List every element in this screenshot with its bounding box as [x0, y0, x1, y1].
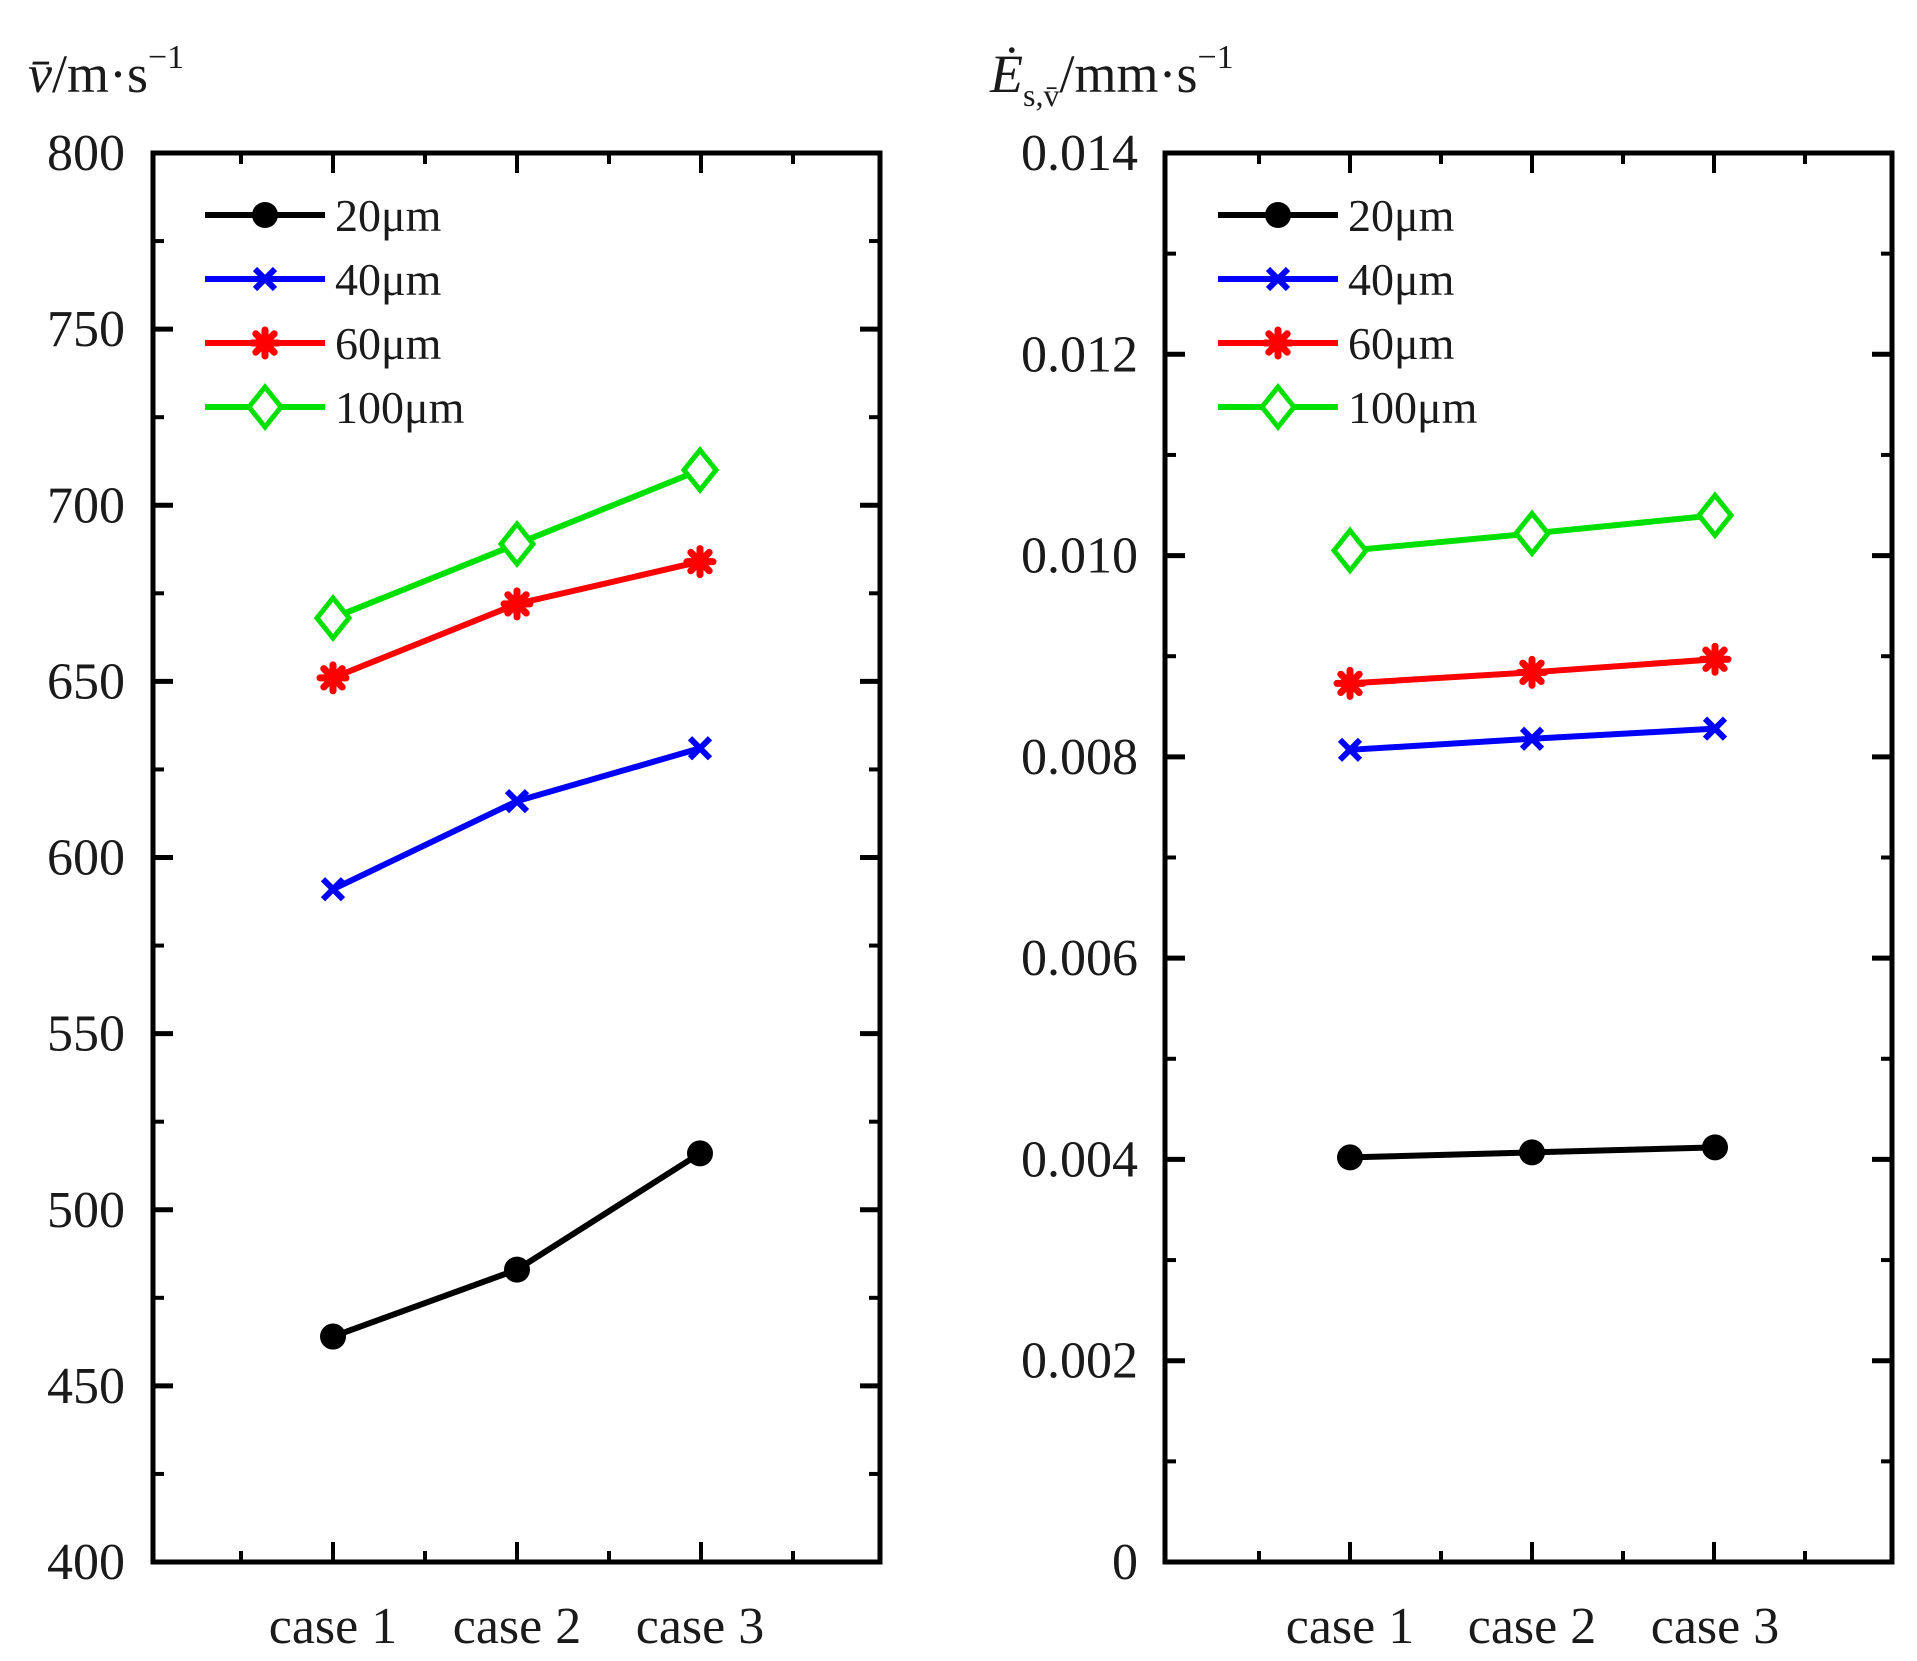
data-point	[1333, 666, 1367, 700]
legend-label: 20μm	[335, 190, 442, 241]
y-tick-label: 650	[47, 653, 125, 710]
legend-marker	[1261, 326, 1295, 360]
y-tick-label: 0.006	[1021, 930, 1138, 987]
left-legend: 20μm 40μm 60μm 100μm	[205, 190, 465, 433]
legend-label: 40μm	[335, 254, 442, 305]
data-point	[316, 661, 350, 695]
y-tick-label: 450	[47, 1358, 125, 1415]
y-tick-label: 400	[47, 1534, 125, 1591]
y-tick-label: 0.004	[1021, 1131, 1138, 1188]
y-tick-label: 0	[1112, 1534, 1138, 1591]
right-legend: 20μm 40μm 60μm 100μm	[1218, 190, 1478, 433]
x-category-label: case 1	[1286, 1598, 1414, 1655]
legend-label: 100μm	[1348, 382, 1478, 433]
data-point	[504, 789, 530, 814]
data-point	[680, 446, 720, 495]
y-tick-label: 700	[47, 477, 125, 534]
y-tick-label: 750	[47, 301, 125, 358]
right-plot-frame	[1162, 150, 1895, 1565]
data-point	[1515, 655, 1549, 689]
left-y-axis-label: v̄/m·s−1	[28, 39, 184, 104]
data-point	[687, 1140, 713, 1167]
legend-marker	[252, 266, 278, 292]
left-plot-frame	[150, 150, 883, 1565]
left-ticks: 400 450 500 550 600 650 700 750 800 case 1 case 2 c…	[47, 125, 880, 1655]
series-line	[331, 1150, 702, 1340]
data-point	[504, 1256, 530, 1283]
data-point	[1330, 526, 1370, 575]
left-series	[313, 446, 720, 1350]
series-line	[331, 745, 701, 892]
y-tick-label: 0.010	[1021, 528, 1138, 585]
data-point	[687, 736, 713, 761]
data-point	[1519, 1139, 1545, 1166]
y-tick-label: 500	[47, 1182, 125, 1239]
data-point	[1702, 1134, 1728, 1161]
legend-marker	[245, 382, 285, 432]
data-point	[1698, 642, 1732, 676]
y-tick-label: 550	[47, 1006, 125, 1063]
x-category-label: case 3	[636, 1598, 764, 1655]
data-point	[683, 545, 717, 579]
data-point	[1519, 726, 1545, 751]
data-point	[500, 587, 534, 621]
data-point	[1337, 737, 1363, 762]
legend-marker	[1265, 266, 1291, 292]
data-point	[1695, 491, 1735, 540]
y-tick-label: 0.008	[1021, 729, 1138, 786]
right-panel: Ės,v̄/mm·s−1 00.0020.0040.0060.0080.0100…	[989, 39, 1895, 1655]
y-tick-label: 0.012	[1021, 326, 1138, 383]
data-point	[497, 519, 537, 568]
legend-marker	[248, 326, 282, 360]
legend-label: 60μm	[1348, 318, 1455, 369]
right-ticks: 0 0.002 0.004 0.006 0.008 0.010 0.012 0.014 case…	[1021, 125, 1892, 1655]
legend-label: 60μm	[335, 318, 442, 369]
legend-marker	[1258, 382, 1298, 432]
x-category-label: case 2	[453, 1598, 581, 1655]
data-point	[1512, 509, 1552, 558]
legend-marker	[252, 202, 278, 228]
legend-label: 40μm	[1348, 254, 1455, 305]
right-y-axis-label: Ės,v̄/mm·s−1	[989, 39, 1234, 113]
y-tick-label: 600	[47, 830, 125, 887]
data-point	[1337, 1144, 1363, 1171]
right-series	[1330, 491, 1735, 1171]
legend-label: 20μm	[1348, 190, 1455, 241]
data-point	[313, 593, 353, 642]
legend-marker	[1265, 202, 1291, 228]
legend-label: 100μm	[335, 382, 465, 433]
data-point	[1702, 716, 1728, 741]
x-category-label: case 2	[1468, 1598, 1596, 1655]
data-point	[320, 1323, 346, 1350]
x-category-label: case 1	[269, 1598, 397, 1655]
left-panel: v̄/m·s−1 400 450 500 550 600 650 700 750 800 case…	[28, 39, 883, 1655]
y-tick-label: 0.002	[1021, 1333, 1138, 1390]
x-category-label: case 3	[1651, 1598, 1779, 1655]
y-tick-label: 0.014	[1021, 125, 1138, 182]
data-point	[320, 877, 346, 902]
y-tick-label: 800	[47, 125, 125, 182]
